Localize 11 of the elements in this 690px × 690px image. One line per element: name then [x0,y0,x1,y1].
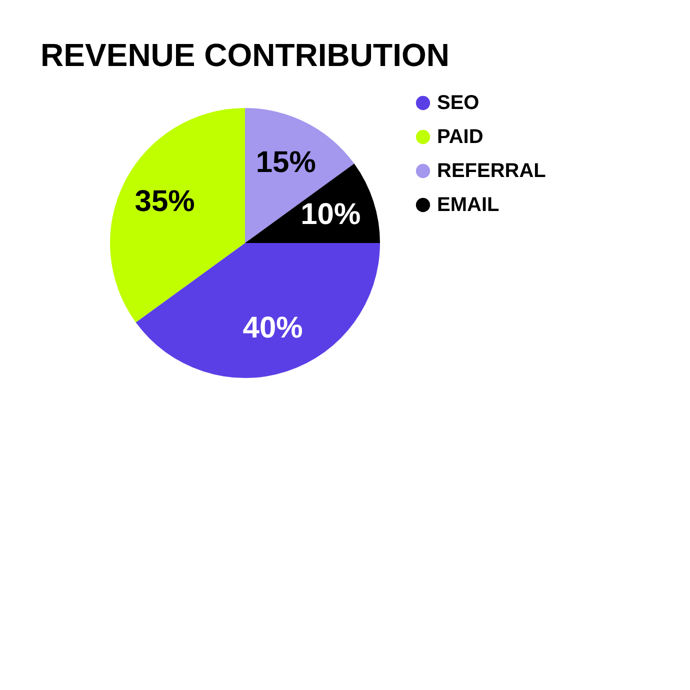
chart-title: REVENUE CONTRIBUTION [40,37,450,73]
legend-label: PAID [437,126,484,148]
data-label: 35% [134,185,195,218]
data-label: 40% [242,312,303,345]
data-label: 15% [256,146,316,179]
legend-label: EMAIL [437,194,500,216]
data-label: 10% [300,198,361,232]
pie-slice [136,243,380,378]
legend-label: SEO [437,92,480,114]
legend-label: REFERRAL [437,160,546,182]
pie-slice [110,108,245,322]
